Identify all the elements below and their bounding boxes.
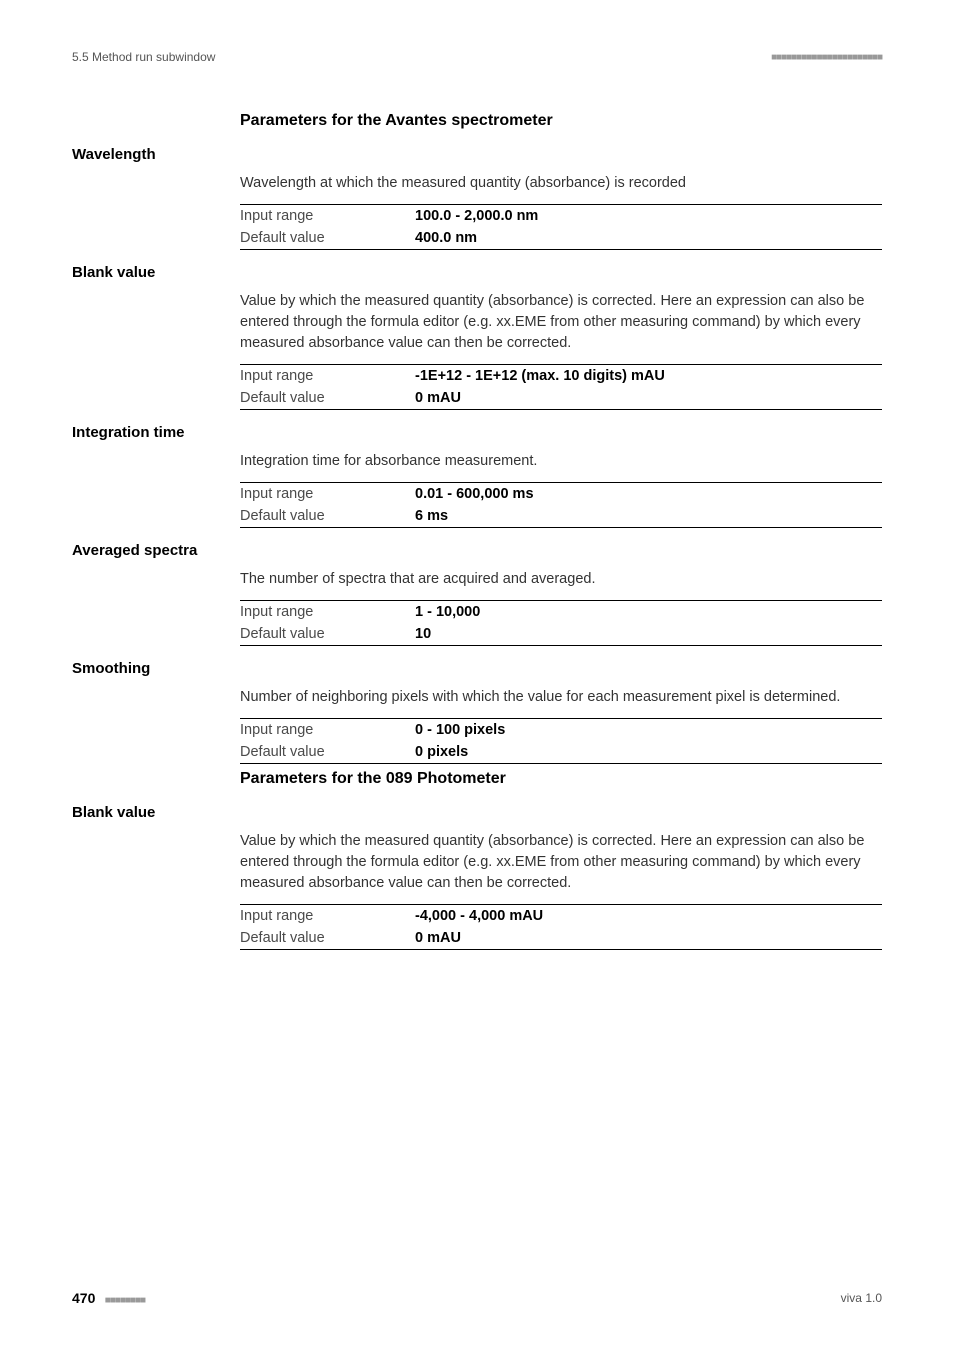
table-row: Input range0.01 - 600,000 ms	[240, 483, 882, 506]
row-label: Input range	[240, 601, 415, 624]
header-dots: ■■■■■■■■■■■■■■■■■■■■■■	[771, 52, 882, 63]
param-table: Input range0 - 100 pixelsDefault value0 …	[240, 718, 882, 764]
row-label: Default value	[240, 387, 415, 410]
footer-left: 470 ■■■■■■■■	[72, 1290, 145, 1306]
table-row: Default value10	[240, 623, 882, 646]
param-table: Input range100.0 - 2,000.0 nmDefault val…	[240, 204, 882, 250]
param-description: The number of spectra that are acquired …	[240, 569, 882, 590]
row-value: 0 mAU	[415, 927, 882, 950]
section-subheading: Parameters for the 089 Photometer	[240, 770, 882, 788]
footer-right: viva 1.0	[841, 1291, 882, 1305]
table-row: Input range0 - 100 pixels	[240, 719, 882, 742]
table-row: Input range100.0 - 2,000.0 nm	[240, 205, 882, 228]
row-label: Input range	[240, 205, 415, 228]
param-body: Number of neighboring pixels with which …	[240, 687, 882, 764]
table-row: Default value0 pixels	[240, 741, 882, 764]
row-value: 0 - 100 pixels	[415, 719, 882, 742]
content-area: Parameters for the Avantes spectrometer W…	[72, 112, 882, 950]
param-label: Blank value	[72, 264, 882, 281]
row-value: -1E+12 - 1E+12 (max. 10 digits) mAU	[415, 365, 882, 388]
section-subheading: Parameters for the Avantes spectrometer	[240, 112, 882, 130]
table-row: Default value0 mAU	[240, 927, 882, 950]
param-label: Integration time	[72, 424, 882, 441]
param-body: Value by which the measured quantity (ab…	[240, 831, 882, 950]
table-row: Default value400.0 nm	[240, 227, 882, 250]
param-label: Blank value	[72, 804, 882, 821]
row-label: Input range	[240, 905, 415, 928]
footer-dots: ■■■■■■■■	[105, 1295, 145, 1306]
page-number: 470	[72, 1290, 95, 1306]
row-value: 6 ms	[415, 505, 882, 528]
row-value: 400.0 nm	[415, 227, 882, 250]
header-left: 5.5 Method run subwindow	[72, 50, 215, 64]
row-label: Default value	[240, 505, 415, 528]
param-table: Input range-4,000 - 4,000 mAUDefault val…	[240, 904, 882, 950]
row-value: 0 pixels	[415, 741, 882, 764]
page-footer: 470 ■■■■■■■■ viva 1.0	[72, 1290, 882, 1306]
row-value: 0 mAU	[415, 387, 882, 410]
param-table: Input range-1E+12 - 1E+12 (max. 10 digit…	[240, 364, 882, 410]
row-value: -4,000 - 4,000 mAU	[415, 905, 882, 928]
page-header: 5.5 Method run subwindow ■■■■■■■■■■■■■■■…	[72, 50, 882, 64]
param-table: Input range1 - 10,000Default value10	[240, 600, 882, 646]
table-row: Input range1 - 10,000	[240, 601, 882, 624]
param-description: Wavelength at which the measured quantit…	[240, 173, 882, 194]
table-row: Input range-4,000 - 4,000 mAU	[240, 905, 882, 928]
param-description: Value by which the measured quantity (ab…	[240, 831, 882, 894]
row-label: Input range	[240, 365, 415, 388]
row-value: 10	[415, 623, 882, 646]
param-label: Smoothing	[72, 660, 882, 677]
param-description: Integration time for absorbance measurem…	[240, 451, 882, 472]
param-description: Value by which the measured quantity (ab…	[240, 291, 882, 354]
row-label: Default value	[240, 741, 415, 764]
row-label: Input range	[240, 719, 415, 742]
param-body: Value by which the measured quantity (ab…	[240, 291, 882, 410]
table-row: Default value6 ms	[240, 505, 882, 528]
param-body: Wavelength at which the measured quantit…	[240, 173, 882, 250]
table-row: Default value0 mAU	[240, 387, 882, 410]
param-label: Averaged spectra	[72, 542, 882, 559]
param-table: Input range0.01 - 600,000 msDefault valu…	[240, 482, 882, 528]
table-row: Input range-1E+12 - 1E+12 (max. 10 digit…	[240, 365, 882, 388]
row-label: Default value	[240, 927, 415, 950]
row-label: Default value	[240, 227, 415, 250]
param-body: Integration time for absorbance measurem…	[240, 451, 882, 528]
row-value: 0.01 - 600,000 ms	[415, 483, 882, 506]
param-description: Number of neighboring pixels with which …	[240, 687, 882, 708]
param-body: The number of spectra that are acquired …	[240, 569, 882, 646]
row-value: 100.0 - 2,000.0 nm	[415, 205, 882, 228]
param-label: Wavelength	[72, 146, 882, 163]
row-label: Input range	[240, 483, 415, 506]
row-value: 1 - 10,000	[415, 601, 882, 624]
row-label: Default value	[240, 623, 415, 646]
